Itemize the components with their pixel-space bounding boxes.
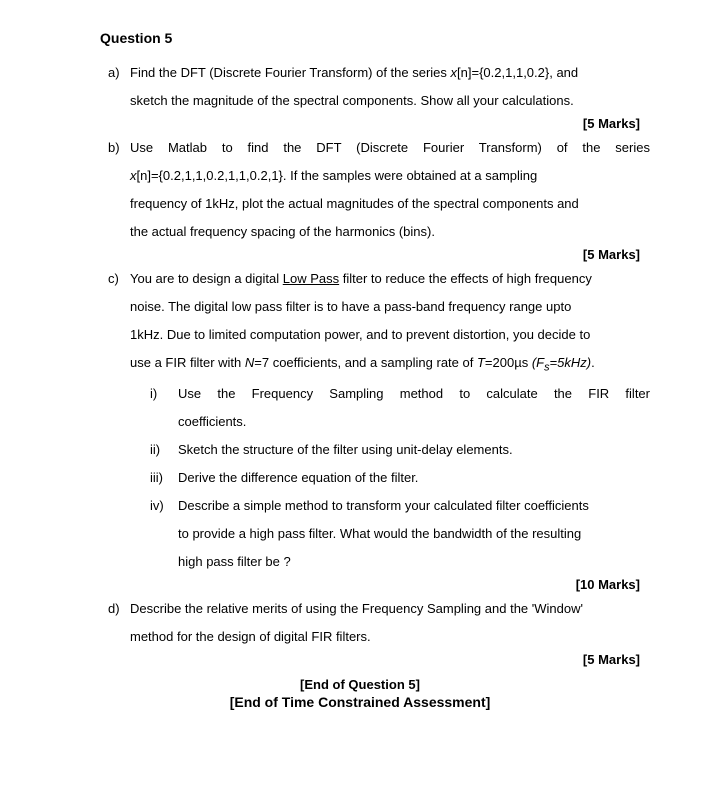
part-d-text2: method for the design of digital FIR fil… xyxy=(130,629,371,644)
sub-ii-text: Sketch the structure of the filter using… xyxy=(178,442,513,457)
part-c-text3: 1kHz. Due to limited computation power, … xyxy=(130,327,590,342)
part-c-text2: noise. The digital low pass filter is to… xyxy=(130,299,571,314)
part-c: c) You are to design a digital Low Pass … xyxy=(130,266,650,292)
sub-iii-bullet: iii) xyxy=(150,465,163,491)
part-b: b) Use Matlab to find the DFT (Discrete … xyxy=(130,135,650,161)
part-a-text1-n: [n] xyxy=(457,65,471,80)
sub-i-text1: Use the Frequency Sampling method to cal… xyxy=(178,386,650,401)
part-d-marks: [5 Marks] xyxy=(60,652,640,667)
part-c-line2: noise. The digital low pass filter is to… xyxy=(130,294,650,320)
part-b-text4: the actual frequency spacing of the harm… xyxy=(130,224,435,239)
sub-i-bullet: i) xyxy=(150,381,157,407)
part-a-text1-pre: Find the DFT (Discrete Fourier Transform… xyxy=(130,65,451,80)
part-a-text1-eq: ={0.2,1,1,0.2}, and xyxy=(472,65,579,80)
document-page: Question 5 a) Find the DFT (Discrete Fou… xyxy=(0,0,720,798)
part-a-marks: [5 Marks] xyxy=(60,116,640,131)
sub-ii: ii) Sketch the structure of the filter u… xyxy=(178,437,650,463)
sub-iv: iv) Describe a simple method to transfor… xyxy=(178,493,650,519)
part-b-eq: ={0.2,1,1,0.2,1,1,0.2,1}. If the samples… xyxy=(151,168,537,183)
sub-iv-text3: high pass filter be ? xyxy=(178,554,291,569)
part-d-text1: Describe the relative merits of using th… xyxy=(130,601,583,616)
sub-iv-line3: high pass filter be ? xyxy=(178,549,650,575)
part-b-marks: [5 Marks] xyxy=(60,247,640,262)
part-c-line3: 1kHz. Due to limited computation power, … xyxy=(130,322,650,348)
part-a-line2: sketch the magnitude of the spectral com… xyxy=(130,88,650,114)
part-d: d) Describe the relative merits of using… xyxy=(130,596,650,622)
part-b-line3: frequency of 1kHz, plot the actual magni… xyxy=(130,191,650,217)
part-c-marks: [10 Marks] xyxy=(60,577,640,592)
var-T: T xyxy=(477,355,485,370)
part-c-bullet: c) xyxy=(108,266,119,292)
part-b-bullet: b) xyxy=(108,135,120,161)
var-Fval: =5kHz) xyxy=(550,355,592,370)
part-c-post: filter to reduce the effects of high fre… xyxy=(339,271,592,286)
part-b-n: [n] xyxy=(137,168,151,183)
var-N: N xyxy=(245,355,254,370)
question-title: Question 5 xyxy=(100,30,660,46)
sub-iv-line2: to provide a high pass filter. What woul… xyxy=(178,521,650,547)
part-c-pre: You are to design a digital xyxy=(130,271,283,286)
sub-i-text2: coefficients. xyxy=(178,414,246,429)
end-of-assessment: [End of Time Constrained Assessment] xyxy=(60,694,660,710)
sub-iv-text1: Describe a simple method to transform yo… xyxy=(178,498,589,513)
part-c-text4-mid: =7 coefficients, and a sampling rate of xyxy=(254,355,477,370)
sub-ii-bullet: ii) xyxy=(150,437,160,463)
sub-i-line2: coefficients. xyxy=(178,409,650,435)
part-a-bullet: a) xyxy=(108,60,120,86)
end-of-question: [End of Question 5] xyxy=(60,677,660,692)
part-c-text4-Tval: =200µs xyxy=(485,355,532,370)
sub-iv-bullet: iv) xyxy=(150,493,164,519)
sub-iii-text: Derive the difference equation of the fi… xyxy=(178,470,418,485)
part-b-line2: x[n]={0.2,1,1,0.2,1,1,0.2,1}. If the sam… xyxy=(130,163,650,189)
part-a-text2: sketch the magnitude of the spectral com… xyxy=(130,93,574,108)
part-b-text3: frequency of 1kHz, plot the actual magni… xyxy=(130,196,579,211)
sub-iv-text2: to provide a high pass filter. What woul… xyxy=(178,526,581,541)
part-c-text4-pre: use a FIR filter with xyxy=(130,355,245,370)
sub-iii: iii) Derive the difference equation of t… xyxy=(178,465,650,491)
lowpass-underline: Low Pass xyxy=(283,271,339,286)
part-d-bullet: d) xyxy=(108,596,120,622)
part-a: a) Find the DFT (Discrete Fourier Transf… xyxy=(130,60,650,86)
var-F: (F xyxy=(532,355,544,370)
part-d-line2: method for the design of digital FIR fil… xyxy=(130,624,650,650)
sub-i: i) Use the Frequency Sampling method to … xyxy=(178,381,650,407)
part-b-text1: Use Matlab to find the DFT (Discrete Fou… xyxy=(130,140,650,155)
part-b-line4: the actual frequency spacing of the harm… xyxy=(130,219,650,245)
part-c-line4: use a FIR filter with N=7 coefficients, … xyxy=(130,350,650,379)
part-c-text4-dot: . xyxy=(591,355,595,370)
